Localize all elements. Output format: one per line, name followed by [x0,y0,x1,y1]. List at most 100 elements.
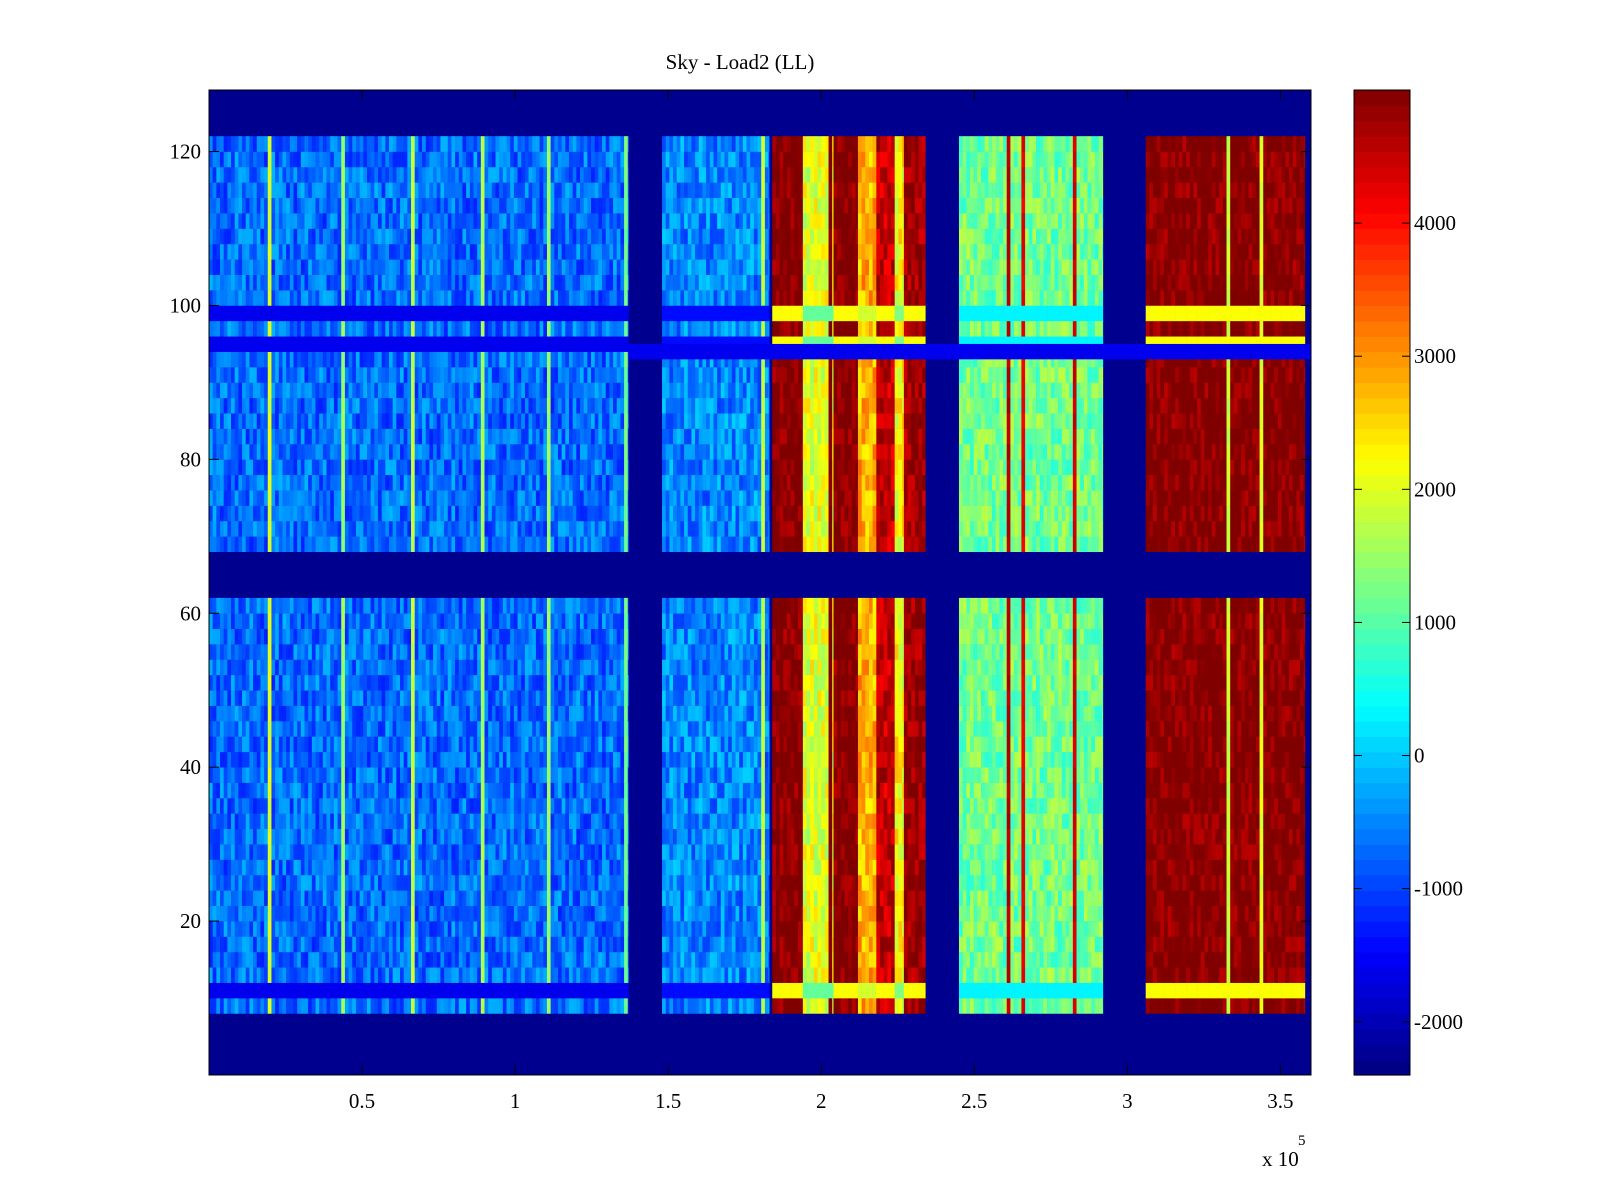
heatmap-cell [246,275,250,291]
heatmap-cell [235,783,239,799]
heatmap-cell [323,198,327,214]
heatmap-cell [521,398,525,414]
heatmap-cell [473,259,477,275]
heatmap-cell [411,736,415,752]
heatmap-cell [216,798,220,814]
heatmap-cell [510,367,514,383]
heatmap-cell [268,936,272,952]
heatmap-cell [418,475,422,491]
heatmap-cell [231,813,235,829]
heatmap-cell [462,167,466,183]
heatmap-cell [543,844,547,860]
heatmap-cell [415,983,419,999]
heatmap-cell [507,736,511,752]
heatmap-cell [404,890,408,906]
heatmap-cell [213,382,217,398]
heatmap-cell [271,321,275,337]
heatmap-cell [393,644,397,660]
heatmap-cell [407,921,411,937]
heatmap-cell [507,536,511,552]
heatmap-cell [279,367,283,383]
heatmap-cell [338,736,342,752]
heatmap-cell [499,490,503,506]
heatmap-cell [418,259,422,275]
heatmap-cell [352,413,356,429]
heatmap-cell [282,229,286,245]
heatmap-cell [319,536,323,552]
heatmap-cell [238,536,242,552]
heatmap-cell [532,275,536,291]
heatmap-cell [521,706,525,722]
heatmap-cell [371,382,375,398]
heatmap-cell [242,952,246,968]
heatmap-cell [327,213,331,229]
heatmap-cell [385,459,389,475]
heatmap-cell [418,244,422,260]
heatmap-cell [279,798,283,814]
heatmap-cell [216,906,220,922]
heatmap-cell [499,198,503,214]
heatmap-cell [363,875,367,891]
heatmap-cell [382,844,386,860]
heatmap-cell [488,182,492,198]
heatmap-cell [264,659,268,675]
heatmap-cell [459,367,463,383]
heatmap-cell [473,229,477,245]
heatmap-cell [308,352,312,368]
heatmap-cell [382,413,386,429]
heatmap-cell [396,844,400,860]
heatmap-cell [385,536,389,552]
heatmap-cell [352,767,356,783]
heatmap-cell [260,629,264,645]
heatmap-cell [466,598,470,614]
heatmap-cell [231,275,235,291]
heatmap-cell [396,229,400,245]
heatmap-cell [334,444,338,460]
heatmap-cell [429,136,433,152]
heatmap-cell [227,721,231,737]
heatmap-cell [316,952,320,968]
heatmap-cell [268,459,272,475]
heatmap-cell [418,536,422,552]
heatmap-cell [271,167,275,183]
heatmap-cell [418,598,422,614]
heatmap-cell [341,952,345,968]
heatmap-cell [227,198,231,214]
heatmap-cell [286,244,290,260]
heatmap-cell [473,198,477,214]
heatmap-cell [341,213,345,229]
heatmap-cell [455,198,459,214]
heatmap-cell [282,152,286,168]
heatmap-cell [367,336,371,352]
heatmap-cell [330,983,334,999]
heatmap-cell [235,536,239,552]
heatmap-cell [411,598,415,614]
heatmap-cell [426,198,430,214]
heatmap-cell [286,413,290,429]
heatmap-cell [360,921,364,937]
heatmap-cell [393,875,397,891]
heatmap-cell [455,767,459,783]
heatmap-cell [231,752,235,768]
heatmap-cell [466,290,470,306]
heatmap-cell [499,952,503,968]
heatmap-cell [249,352,253,368]
heatmap-cell [297,367,301,383]
heatmap-cell [510,429,514,445]
heatmap-cell [389,983,393,999]
heatmap-cell [433,983,437,999]
heatmap-cell [356,367,360,383]
heatmap-cell [334,936,338,952]
heatmap-cell [503,921,507,937]
heatmap-cell [496,967,500,983]
heatmap-cell [330,444,334,460]
heatmap-cell [481,536,485,552]
heatmap-cell [312,921,316,937]
heatmap-cell [238,229,242,245]
heatmap-cell [220,413,224,429]
heatmap-cell [301,721,305,737]
heatmap-cell [301,890,305,906]
heatmap-cell [330,352,334,368]
heatmap-cell [448,952,452,968]
heatmap-cell [529,890,533,906]
